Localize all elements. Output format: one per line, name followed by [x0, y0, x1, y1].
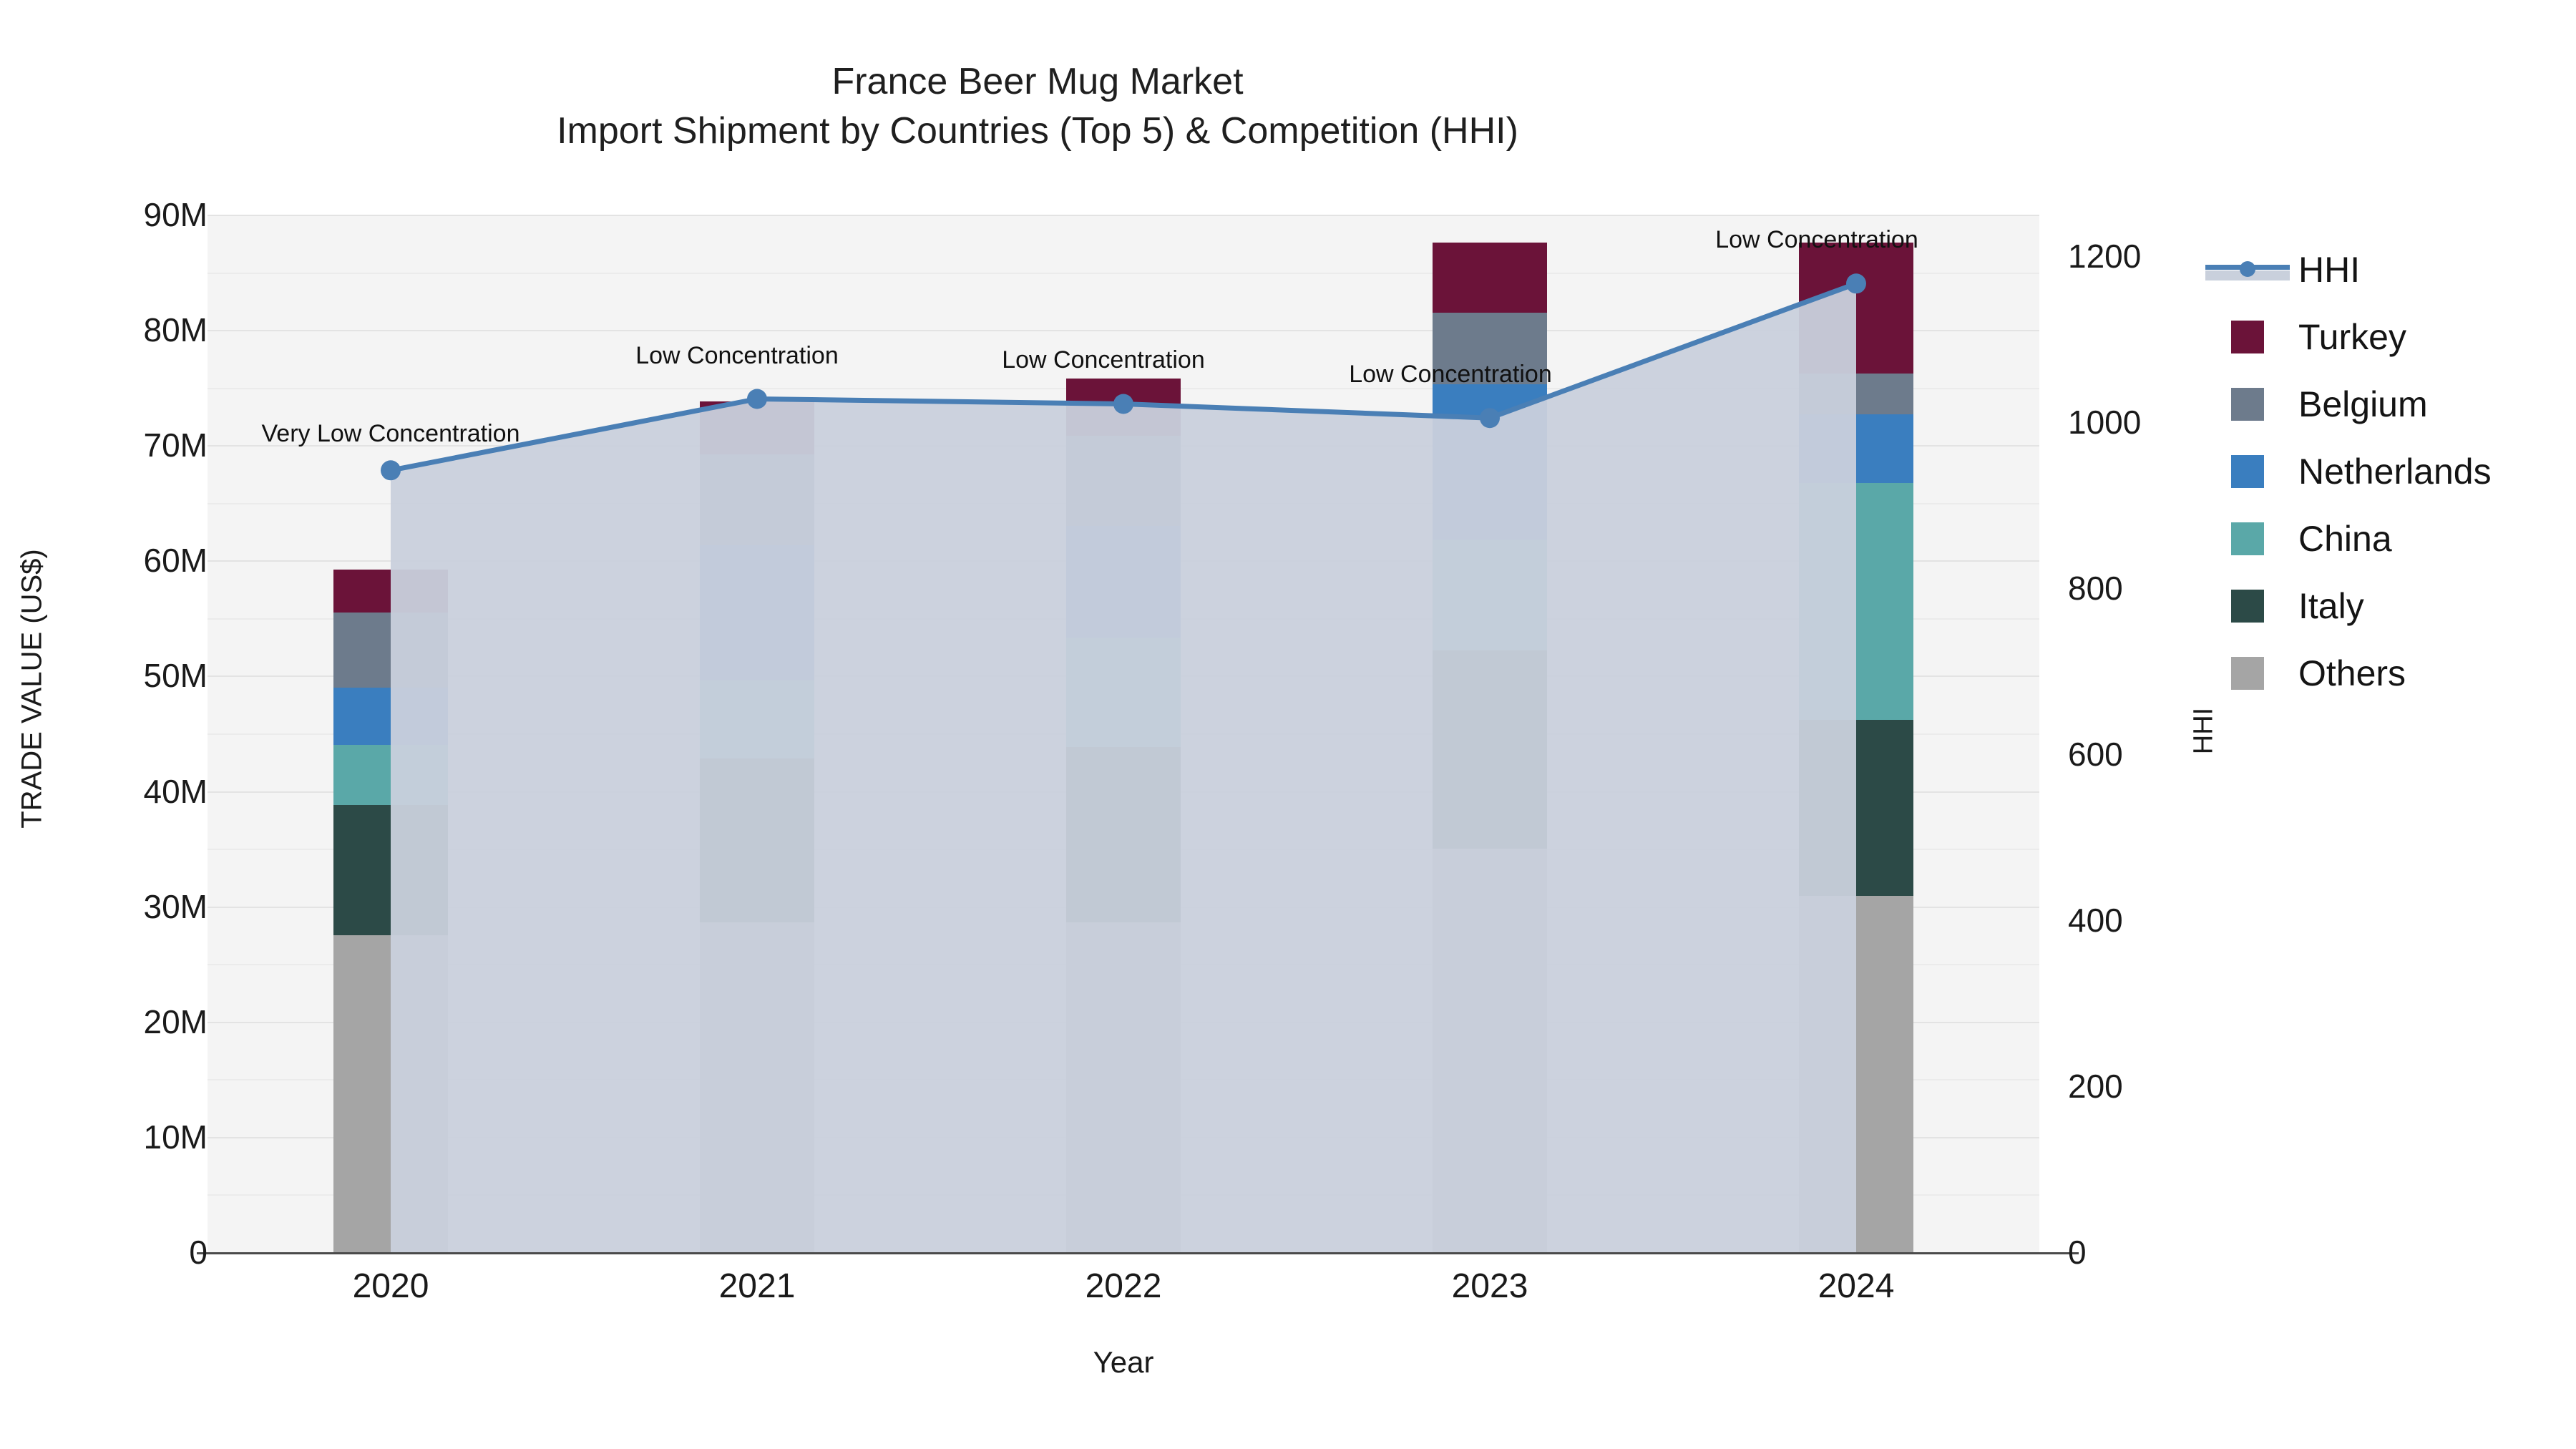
hhi-line-chart [381, 273, 1866, 1252]
concentration-annotation-2024: Low Concentration [1715, 226, 1918, 254]
title-line-1: France Beer Mug Market [831, 61, 1244, 102]
plot-area: Very Low Concentration Low Concentration L… [208, 215, 2039, 1254]
legend-item-belgium[interactable]: Belgium [2190, 371, 2562, 438]
gridline [208, 215, 2039, 216]
y-tick-right: 1200 [2068, 238, 2142, 275]
hhi-area-fill [391, 283, 1856, 1252]
hhi-marker-2020[interactable] [381, 460, 401, 481]
legend-line-marker [2240, 261, 2255, 277]
concentration-annotation-2021: Low Concentration [635, 341, 839, 369]
legend-label: Netherlands [2298, 452, 2492, 492]
bar-segment-belgium[interactable] [1433, 312, 1547, 384]
y-tick-left: 40M [143, 772, 208, 810]
legend-item-italy[interactable]: Italy [2190, 572, 2562, 640]
y-tick-left: 10M [143, 1118, 208, 1156]
x-axis-title: Year [1093, 1345, 1154, 1379]
legend-label: Belgium [2298, 384, 2428, 424]
x-tick-2022: 2022 [1085, 1267, 1162, 1305]
concentration-annotation-2022: Low Concentration [1002, 346, 1205, 374]
hhi-marker-2024[interactable] [1846, 273, 1866, 294]
gridline [208, 272, 2039, 274]
hhi-marker-2021[interactable] [747, 389, 767, 409]
x-tick-2023: 2023 [1451, 1267, 1528, 1305]
hhi-markers [381, 273, 1866, 481]
legend-label: Turkey [2298, 317, 2406, 357]
y-tick-left: 90M [143, 196, 208, 233]
legend-label: HHI [2298, 250, 2361, 290]
y-tick-left: 20M [143, 1002, 208, 1040]
legend-swatch-china [2231, 522, 2264, 555]
legend-label: China [2298, 519, 2392, 559]
gridline [208, 330, 2039, 332]
hhi-marker-2022[interactable] [1113, 394, 1133, 414]
concentration-annotation-2023: Low Concentration [1349, 361, 1552, 389]
concentration-annotation-2020: Very Low Concentration [261, 420, 520, 448]
legend-swatch-italy [2231, 590, 2264, 623]
y-tick-right: 600 [2068, 736, 2123, 773]
x-axis-line [197, 1252, 2079, 1254]
legend-line-swatch-icon [2205, 253, 2290, 286]
legend-label: Others [2298, 653, 2406, 693]
y-tick-right: 1000 [2068, 404, 2142, 441]
y-tick-right: 200 [2068, 1068, 2123, 1105]
legend-swatch-others [2231, 657, 2264, 690]
x-tick-2021: 2021 [718, 1267, 796, 1305]
x-tick-2020: 2020 [352, 1267, 429, 1305]
legend-swatch-turkey [2231, 321, 2264, 353]
y-tick-left: 70M [143, 426, 208, 464]
hhi-marker-2023[interactable] [1480, 408, 1500, 429]
plot-inner: Very Low Concentration Low Concentration L… [208, 215, 2039, 1254]
legend-swatch-belgium [2231, 388, 2264, 421]
y-tick-left: 80M [143, 311, 208, 349]
legend-item-china[interactable]: China [2190, 505, 2562, 572]
y-tick-left: 60M [143, 542, 208, 580]
y-tick-right: 800 [2068, 570, 2123, 607]
legend-label: Italy [2298, 586, 2364, 626]
x-tick-2024: 2024 [1818, 1267, 1895, 1305]
y-tick-right: 400 [2068, 902, 2123, 939]
bar-segment-turkey[interactable] [1433, 242, 1547, 313]
legend-item-others[interactable]: Others [2190, 640, 2562, 707]
y-axis-left-title: TRADE VALUE (US$) [16, 549, 48, 829]
legend-item-hhi[interactable]: HHI [2190, 236, 2562, 303]
y-tick-left: 50M [143, 657, 208, 695]
y-tick-right: 0 [2068, 1234, 2087, 1271]
legend-swatch-netherlands [2231, 455, 2264, 488]
legend: HHI Turkey Belgium Netherlands China Italy Oth… [2190, 236, 2562, 707]
title-line-2: Import Shipment by Countries (Top 5) & C… [557, 109, 1518, 152]
legend-item-netherlands[interactable]: Netherlands [2190, 438, 2562, 505]
legend-item-turkey[interactable]: Turkey [2190, 303, 2562, 371]
y-tick-left: 30M [143, 887, 208, 925]
chart-title: France Beer Mug Market Import Shipment b… [0, 57, 2075, 155]
